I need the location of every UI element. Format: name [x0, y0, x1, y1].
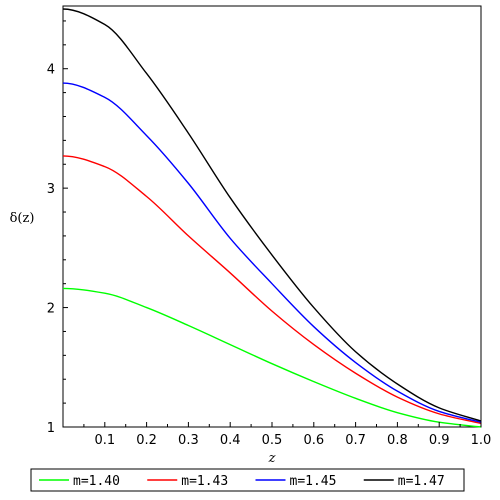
- x-tick-label: 0.1: [94, 433, 115, 448]
- legend-box: [30, 468, 465, 492]
- series-line-m=1.47: [62, 8, 482, 422]
- x-tick-label: 0.3: [178, 433, 199, 448]
- y-tick-label: 3: [47, 182, 55, 197]
- series-line-m=1.43: [62, 155, 482, 425]
- x-tick-label: 0.5: [262, 433, 283, 448]
- series-line-m=1.40: [62, 287, 482, 428]
- y-tick-label: 1: [47, 421, 55, 436]
- x-tick-label: 0.7: [345, 433, 366, 448]
- series-line-m=1.45: [62, 82, 482, 423]
- x-tick-label: 0.8: [387, 433, 408, 448]
- x-tick-label: 0.9: [429, 433, 450, 448]
- y-axis-label: δ(z): [10, 211, 35, 226]
- x-tick-label: 0.6: [303, 433, 324, 448]
- y-tick-label: 4: [47, 63, 55, 78]
- legend-label: m=1.47: [398, 474, 445, 489]
- legend-label: m=1.43: [181, 474, 228, 489]
- legend-label: m=1.40: [73, 474, 120, 489]
- x-tick-label: 0.2: [136, 433, 157, 448]
- x-axis-label: z: [268, 451, 276, 466]
- legend-label: m=1.45: [290, 474, 337, 489]
- x-tick-label: 0.4: [220, 433, 241, 448]
- y-tick-label: 2: [47, 302, 55, 317]
- x-tick-label: 1.0: [471, 433, 492, 448]
